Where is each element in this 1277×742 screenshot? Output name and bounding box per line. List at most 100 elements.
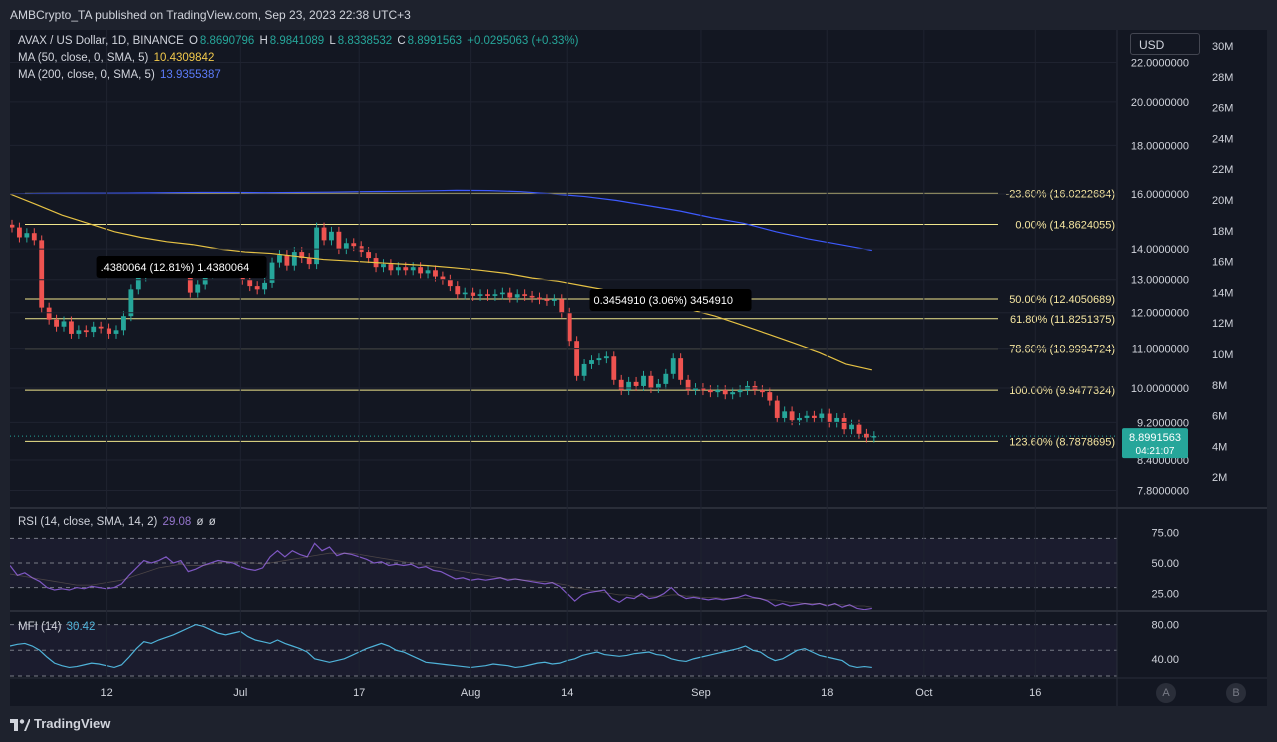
ma200-label: MA (200, close, 0, SMA, 5) (18, 69, 155, 81)
candle (91, 326, 97, 333)
rsi-signal-line (10, 552, 872, 608)
candle (841, 417, 847, 430)
price-tick-label: 14.0000000 (1131, 244, 1189, 256)
measure-label: 0.3454910 (3.06%) 3454910 (594, 295, 733, 307)
candle (31, 233, 37, 241)
measure-box (96, 256, 267, 278)
brand-label: TradingView (34, 716, 111, 731)
candle (135, 276, 141, 290)
candle (826, 413, 832, 423)
ma50-label: MA (50, close, 0, SMA, 5) (18, 52, 149, 64)
candle (410, 267, 416, 271)
candle (856, 424, 862, 434)
x-tick-label: Jul (233, 687, 247, 699)
log-scale-button[interactable]: B (1226, 683, 1246, 703)
candle (834, 417, 840, 423)
mfi-label: MFI (14) (18, 621, 62, 633)
candle (618, 379, 624, 391)
price-pane: -23.60% (16.0222684)0.00% (14.8624055)50… (10, 188, 1115, 448)
volume-tick-label: 6M (1212, 411, 1227, 423)
candle (284, 255, 290, 266)
rsi-extra-1: ø (196, 516, 204, 528)
volume-tick-label: 16M (1212, 257, 1233, 269)
x-tick-label: Oct (915, 687, 932, 699)
chart-area[interactable] (10, 30, 1267, 706)
price-tick-label: 10.0000000 (1131, 383, 1189, 395)
mfi-legend[interactable]: MFI (14) 30.42 (18, 621, 97, 633)
price-tick-label: 22.0000000 (1131, 58, 1189, 70)
candle (693, 388, 698, 391)
candle (551, 299, 557, 301)
candle (262, 282, 268, 290)
candle (433, 270, 438, 277)
candle (685, 379, 691, 391)
candle (98, 326, 104, 329)
candle (403, 267, 409, 271)
candle (670, 358, 676, 374)
volume-tick-label: 28M (1212, 72, 1233, 84)
candle (46, 307, 52, 320)
candle (849, 424, 854, 430)
fib-level-label: 0.00% (14.8624055) (1015, 219, 1115, 231)
fib-level-label: 50.00% (12.4050689) (1009, 294, 1115, 306)
mfi-pane: 80.00 40.00 (10, 620, 1179, 677)
symbol-legend[interactable]: AVAX / US Dollar, 1D, BINANCE O 8.8690796… (18, 35, 581, 47)
volume-tick-label: 30M (1212, 41, 1233, 53)
x-tick-label: 18 (821, 687, 833, 699)
mfi-tick-label: 40.00 (1151, 654, 1179, 666)
candle (871, 436, 877, 438)
candle (83, 330, 89, 333)
candle (321, 227, 327, 241)
candle (722, 390, 728, 395)
candle (655, 383, 661, 388)
bar-countdown: 04:21:07 (1136, 446, 1175, 457)
auto-scale-button[interactable]: A (1156, 683, 1176, 703)
candle (774, 400, 780, 418)
candle (499, 292, 505, 295)
candle (559, 299, 565, 313)
tradingview-logo-icon (10, 718, 30, 731)
x-tick-label: Aug (461, 687, 481, 699)
volume-tick-label: 14M (1212, 287, 1233, 299)
x-tick-label: 14 (561, 687, 573, 699)
candle (804, 415, 810, 418)
candle (641, 375, 646, 386)
rsi-value: 29.08 (162, 516, 192, 528)
ma50-legend[interactable]: MA (50, close, 0, SMA, 5) 10.4309842 (18, 52, 216, 64)
ma50-line (10, 193, 872, 371)
candle (715, 390, 721, 393)
volume-tick-label: 2M (1212, 472, 1227, 484)
volume-tick-label: 8M (1212, 380, 1227, 392)
tradingview-brand[interactable]: TradingView (10, 716, 110, 731)
candle (596, 358, 602, 361)
x-tick-label: Sep (691, 687, 711, 699)
change-value: +0.0295063 (+0.33%) (467, 35, 579, 47)
overlay: 8.8991563 04:21:07 .4380064 (12.81%) 1.438… (10, 256, 1188, 459)
high-value: 8.9841089 (269, 35, 325, 47)
candle (10, 224, 15, 228)
price-tick-label: 20.0000000 (1131, 97, 1189, 109)
candle (69, 321, 74, 334)
candle (447, 279, 453, 287)
candle (24, 233, 30, 238)
candle (121, 316, 126, 331)
x-tick-label: 12 (100, 687, 112, 699)
candle (789, 411, 795, 421)
price-tick-label: 13.0000000 (1131, 275, 1189, 287)
candle (574, 341, 580, 376)
candle (507, 292, 513, 298)
fib-level-label: 78.60% (10.9994724) (1009, 344, 1115, 356)
symbol-label[interactable]: AVAX / US Dollar, 1D, BINANCE (18, 35, 184, 47)
candle (633, 381, 639, 386)
currency-button[interactable]: USD (1130, 33, 1200, 55)
ma200-legend[interactable]: MA (200, close, 0, SMA, 5) 13.9355387 (18, 69, 223, 81)
chart-svg[interactable]: -23.60% (16.0222684)0.00% (14.8624055)50… (10, 30, 1267, 706)
close-value: 8.8991563 (407, 35, 463, 47)
fib-level-label: 100.00% (9.9477324) (1009, 385, 1115, 397)
rsi-legend[interactable]: RSI (14, close, SMA, 14, 2) 29.08 ø ø (18, 516, 218, 528)
rsi-extra-2: ø (208, 516, 216, 528)
candle (514, 294, 520, 298)
candle (128, 289, 134, 317)
candle (581, 363, 587, 376)
candle (388, 264, 394, 271)
